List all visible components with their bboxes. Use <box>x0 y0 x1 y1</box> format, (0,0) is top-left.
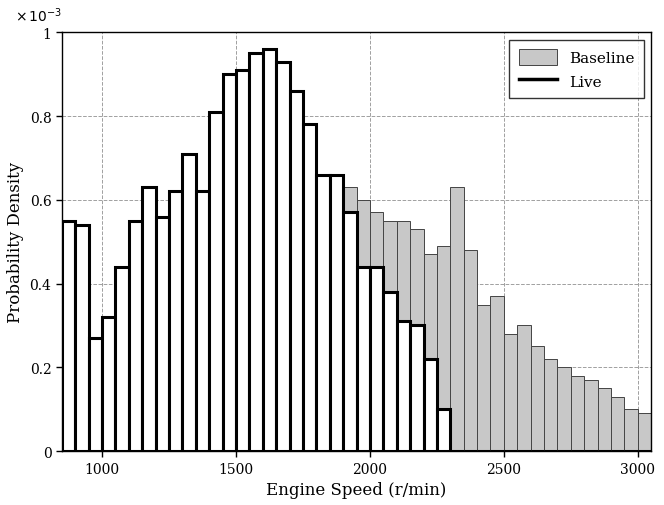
Bar <box>477 305 491 451</box>
Bar <box>517 326 531 451</box>
Bar <box>75 226 88 451</box>
Bar <box>396 221 410 451</box>
Bar <box>290 180 303 451</box>
Bar <box>437 246 450 451</box>
Bar <box>236 250 250 451</box>
Bar <box>544 359 558 451</box>
Bar <box>196 192 209 451</box>
Bar <box>88 338 102 451</box>
Bar <box>330 184 343 451</box>
Bar <box>169 192 183 451</box>
Legend: Baseline, Live: Baseline, Live <box>509 41 643 98</box>
Bar <box>638 414 651 451</box>
Bar <box>410 230 424 451</box>
Y-axis label: Probability Density: Probability Density <box>7 162 24 323</box>
Bar <box>236 71 250 451</box>
Bar <box>504 334 517 451</box>
Bar <box>450 188 463 451</box>
Bar <box>290 92 303 451</box>
Bar <box>102 318 116 451</box>
Bar <box>276 192 290 451</box>
Bar <box>62 221 75 451</box>
Bar <box>155 217 169 451</box>
Bar <box>142 188 155 451</box>
Bar <box>129 221 142 451</box>
Bar <box>491 296 504 451</box>
Bar <box>75 368 88 451</box>
Bar <box>651 418 664 451</box>
Bar <box>62 347 75 451</box>
Bar <box>102 368 116 451</box>
Bar <box>209 263 222 451</box>
Bar <box>116 267 129 451</box>
Bar <box>357 267 370 451</box>
Bar <box>558 368 571 451</box>
Bar <box>370 267 383 451</box>
Bar <box>330 175 343 451</box>
Bar <box>196 292 209 451</box>
Bar <box>343 188 357 451</box>
Bar <box>424 255 437 451</box>
Bar <box>624 410 638 451</box>
Bar <box>316 175 330 451</box>
Bar <box>424 359 437 451</box>
Bar <box>410 326 424 451</box>
Bar <box>222 234 236 451</box>
Bar <box>316 188 330 451</box>
Bar <box>303 125 316 451</box>
Bar <box>222 75 236 451</box>
Bar <box>303 180 316 451</box>
Bar <box>370 213 383 451</box>
Bar <box>343 213 357 451</box>
Bar <box>209 113 222 451</box>
Bar <box>88 355 102 451</box>
X-axis label: Engine Speed (r/min): Engine Speed (r/min) <box>266 481 447 498</box>
Bar <box>183 267 196 451</box>
Bar <box>129 313 142 451</box>
Bar <box>598 388 611 451</box>
Bar <box>263 50 276 451</box>
Bar <box>383 292 396 451</box>
Bar <box>250 54 263 451</box>
Bar <box>396 322 410 451</box>
Bar <box>142 305 155 451</box>
Bar <box>584 380 598 451</box>
Bar <box>383 221 396 451</box>
Bar <box>183 155 196 451</box>
Bar <box>250 188 263 451</box>
Bar <box>571 376 584 451</box>
Text: $\times\,10^{-3}$: $\times\,10^{-3}$ <box>15 7 62 25</box>
Bar <box>276 63 290 451</box>
Bar <box>357 200 370 451</box>
Bar <box>611 397 624 451</box>
Bar <box>263 230 276 451</box>
Bar <box>531 347 544 451</box>
Bar <box>463 250 477 451</box>
Bar <box>116 359 129 451</box>
Bar <box>437 410 450 451</box>
Bar <box>169 292 183 451</box>
Bar <box>155 309 169 451</box>
